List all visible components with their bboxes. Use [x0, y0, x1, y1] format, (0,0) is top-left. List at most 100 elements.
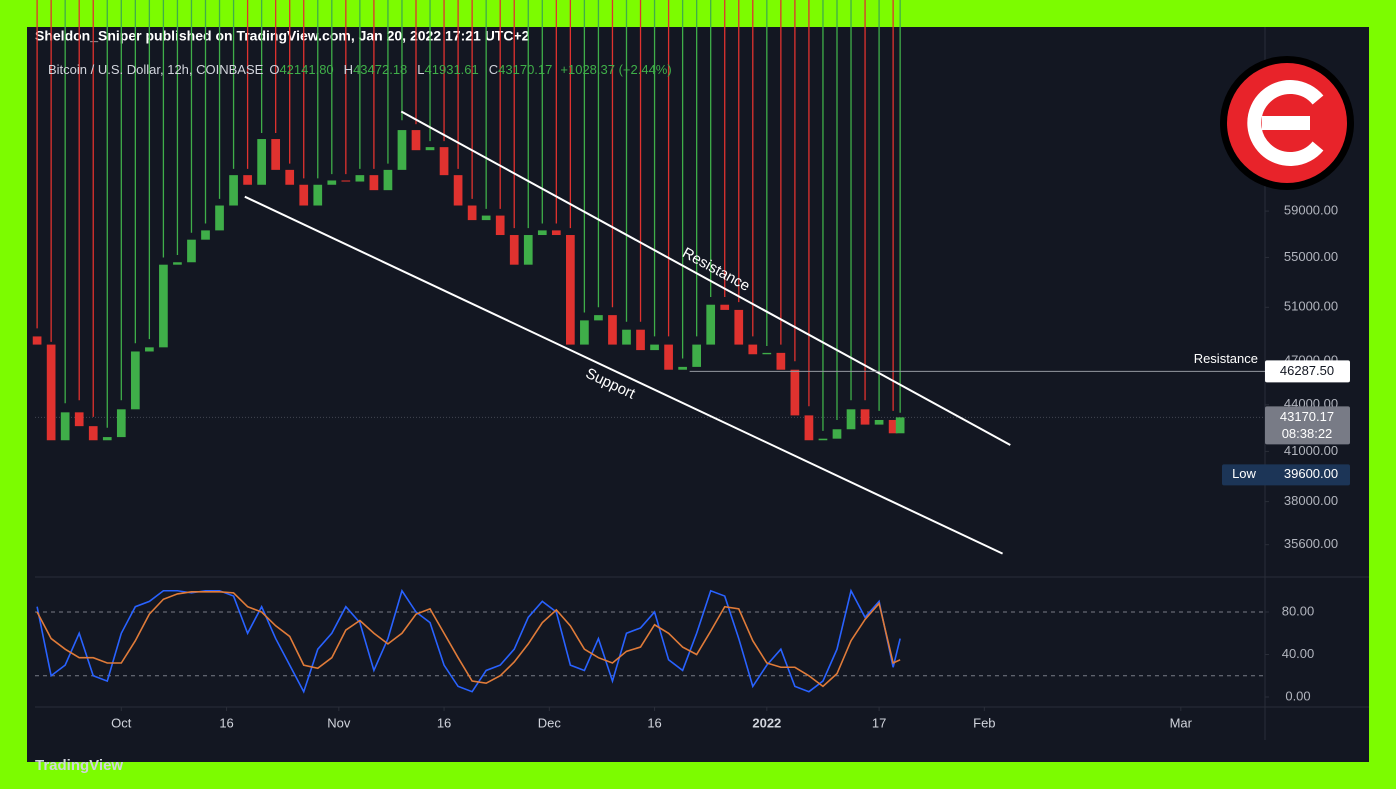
candle-body	[706, 304, 716, 345]
resistance-price-box	[1265, 360, 1350, 383]
trendline	[400, 110, 1011, 446]
footer-logo: TradingView	[35, 757, 123, 774]
candle-body	[495, 215, 505, 236]
candle-body	[692, 344, 702, 367]
candle-body	[159, 264, 168, 348]
candle-body	[678, 366, 687, 370]
candle-body	[383, 169, 393, 191]
stoch-line	[36, 588, 901, 694]
candle-body	[229, 175, 238, 206]
ohlc-value: 43472.18	[353, 62, 407, 77]
y-tick-label: 35600.00	[1284, 536, 1338, 551]
candle-body	[173, 262, 182, 265]
candle-body	[818, 438, 828, 441]
ohlc-label: C	[489, 62, 498, 77]
chart-panel	[27, 27, 1369, 762]
ohlc-value: 43170.17	[498, 62, 552, 77]
y-tick-label: 55000.00	[1284, 249, 1338, 264]
x-tick-label: 16	[219, 715, 233, 730]
candle-body	[832, 429, 842, 439]
x-tick-label: 16	[647, 715, 661, 730]
y-tick-label: 0.00	[1285, 688, 1310, 703]
brand-logo	[1220, 56, 1354, 190]
candle-body	[341, 180, 351, 182]
candle-body	[88, 426, 98, 441]
x-tick-label: Nov	[327, 715, 351, 730]
candle-body	[664, 344, 673, 370]
candle-body	[201, 230, 210, 240]
candle-body	[397, 130, 407, 170]
low-price: 39600.00	[1284, 466, 1338, 481]
candle-body	[895, 417, 905, 434]
candle-body	[285, 169, 295, 185]
candle-body	[313, 184, 323, 206]
trendline	[244, 195, 1004, 555]
candle-body	[748, 344, 758, 355]
candle-body	[636, 329, 645, 351]
candle-body	[804, 415, 814, 441]
candle-body	[355, 175, 365, 182]
candle-body	[369, 175, 379, 191]
candle-body	[860, 409, 870, 425]
x-tick-label: Oct	[111, 715, 132, 730]
candle-body	[257, 139, 266, 185]
candle-body	[453, 175, 463, 206]
countdown: 08:38:22	[1282, 426, 1333, 441]
symbol-title: Bitcoin / U.S. Dollar, 12h, COINBASE	[48, 62, 264, 77]
candle-body	[608, 315, 617, 345]
low-box	[1222, 464, 1350, 486]
candle-body	[874, 419, 884, 425]
candle-body	[650, 344, 659, 351]
ohlc-value: 42141.80	[279, 62, 333, 77]
candle-body	[271, 139, 281, 170]
candle-body	[299, 184, 309, 206]
candle-body	[467, 205, 477, 221]
candle-body	[130, 351, 140, 410]
ohlc-label: L	[417, 62, 424, 77]
resistance-price: 46287.50	[1280, 363, 1334, 378]
candle-body	[622, 329, 631, 345]
candle-body	[215, 205, 224, 231]
stoch-line	[36, 591, 901, 688]
ohlc-label: H	[344, 62, 353, 77]
low-label: Low	[1232, 466, 1256, 481]
candle-body	[187, 239, 196, 263]
candle-body	[411, 130, 421, 151]
x-tick-label: Mar	[1170, 715, 1193, 730]
y-tick-label: 40.00	[1282, 646, 1315, 661]
candle-body	[594, 315, 603, 321]
candle-body	[32, 336, 42, 345]
x-tick-label: 2022	[752, 715, 781, 730]
y-tick-label: 38000.00	[1284, 493, 1338, 508]
candle-body	[776, 352, 786, 370]
ohlc-value: 41931.61	[425, 62, 479, 77]
candle-body	[523, 235, 533, 265]
candle-body	[509, 235, 519, 265]
publisher: Sheldon_Sniper published on TradingView.…	[35, 28, 530, 44]
symbol-legend: Bitcoin / U.S. Dollar, 12h, COINBASE O421…	[48, 62, 672, 77]
ohlc-label: O	[269, 62, 279, 77]
y-tick-label: 59000.00	[1284, 203, 1338, 218]
x-tick-label: 16	[437, 715, 451, 730]
price-change: +1028.37 (+2.44%)	[560, 62, 671, 77]
x-tick-label: 17	[872, 715, 886, 730]
candle-body	[425, 147, 435, 151]
candle-body	[46, 344, 56, 441]
last-price-box	[1265, 406, 1350, 445]
candle-body	[327, 180, 337, 185]
candle-body	[846, 409, 856, 430]
candle-body	[537, 230, 547, 236]
candle-body	[439, 147, 449, 176]
candle-body	[60, 412, 70, 441]
candle-body	[720, 304, 730, 310]
candle-body	[888, 419, 898, 434]
candle-body	[790, 369, 800, 416]
y-tick-label: 80.00	[1282, 603, 1315, 618]
candle-body	[102, 437, 112, 441]
resistance-label: Resistance	[1194, 351, 1258, 366]
last-price: 43170.17	[1280, 409, 1334, 424]
x-tick-label: Dec	[538, 715, 562, 730]
candle-body	[580, 320, 589, 345]
